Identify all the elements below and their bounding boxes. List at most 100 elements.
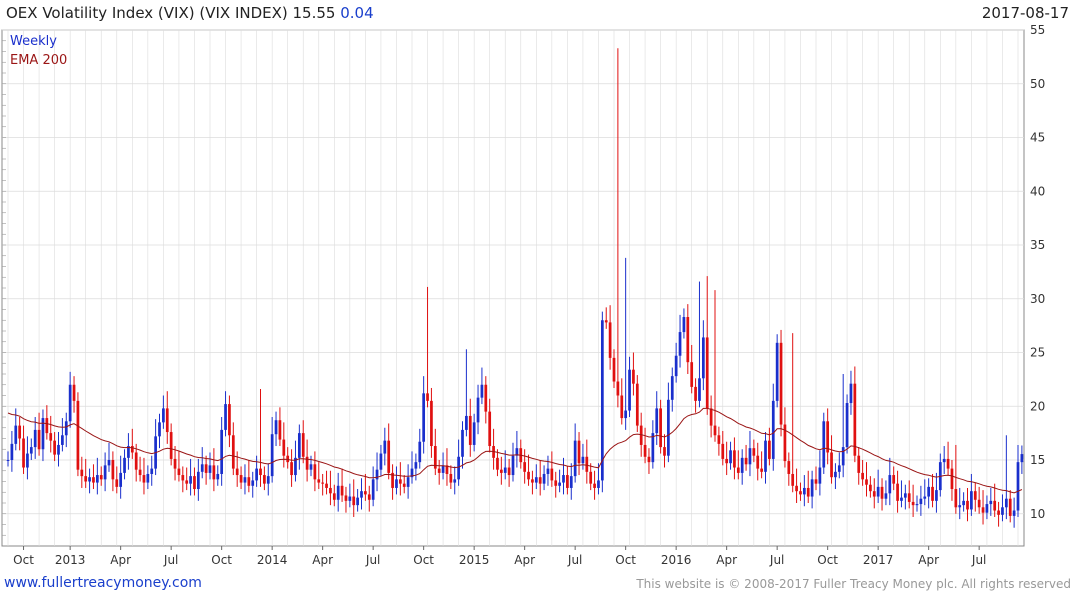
candle-body — [138, 469, 142, 476]
candle-body — [80, 469, 84, 477]
candle-body — [449, 473, 453, 483]
candle-body — [367, 494, 371, 500]
candle-body — [663, 447, 666, 456]
candle-body — [795, 485, 798, 492]
candle-body — [189, 476, 192, 484]
candle-body — [294, 457, 297, 476]
candle-body — [566, 475, 569, 488]
candle-body — [282, 439, 286, 456]
candle-body — [33, 429, 37, 448]
candle-body — [208, 465, 212, 473]
candle-body — [760, 468, 763, 472]
candle-body — [92, 477, 95, 483]
candle-body — [919, 498, 923, 505]
candle-body — [224, 404, 227, 430]
ema-200-line — [7, 407, 1023, 494]
candle-body — [830, 452, 833, 478]
candle-body — [496, 457, 499, 470]
candle-body — [744, 457, 748, 465]
candle-body — [896, 483, 899, 501]
candle-body — [445, 465, 449, 474]
candle-body — [220, 429, 224, 474]
candle-body — [966, 500, 969, 510]
candle-body — [26, 453, 29, 468]
candle-body — [942, 458, 946, 463]
candle-body — [659, 408, 662, 448]
candle-body — [834, 471, 837, 478]
candle-body — [212, 465, 216, 480]
x-tick-label: 2015 — [459, 553, 490, 567]
candle-body — [581, 456, 585, 464]
candle-body — [418, 441, 422, 463]
candle-body — [931, 486, 934, 501]
x-tick-label: Oct — [817, 553, 838, 567]
candle-body — [616, 381, 620, 396]
candle-body — [402, 483, 406, 487]
candle-body — [577, 440, 581, 464]
candle-body — [872, 491, 876, 497]
x-tick-label: Apr — [918, 553, 939, 567]
x-tick-label: Jul — [971, 553, 986, 567]
candle-body — [216, 473, 220, 480]
candle-body — [814, 479, 818, 484]
candle-body — [484, 384, 488, 412]
candle-body — [243, 477, 247, 483]
candle-body — [729, 450, 732, 464]
candle-body — [499, 469, 503, 473]
candle-body — [503, 467, 507, 473]
candle-body — [569, 476, 573, 488]
candle-body — [181, 475, 185, 481]
candle-body — [892, 475, 896, 484]
candle-body — [472, 422, 476, 445]
candle-body — [857, 455, 861, 473]
candle-body — [705, 337, 709, 409]
candle-body — [301, 433, 305, 457]
chart-title: OEX Volatility Index (VIX) (VIX INDEX) 1… — [6, 4, 374, 22]
candle-body — [853, 383, 857, 456]
y-tick-label: 50 — [1030, 77, 1045, 91]
candle-body — [468, 415, 472, 445]
candle-body — [10, 443, 14, 460]
y-tick-label: 30 — [1030, 292, 1045, 306]
legend-ema: EMA 200 — [10, 53, 67, 68]
candle-body — [193, 476, 196, 490]
candle-body — [426, 393, 429, 401]
candle-body — [690, 362, 694, 387]
candle-body — [72, 384, 76, 401]
candle-body — [457, 456, 460, 480]
candle-body — [861, 472, 864, 480]
candle-body — [562, 475, 565, 483]
candle-body — [111, 460, 115, 480]
candle-body — [927, 486, 931, 497]
candle-body — [962, 500, 965, 506]
candle-body — [356, 497, 359, 506]
candle-body — [37, 429, 41, 450]
candle-body — [907, 493, 911, 502]
candle-body — [573, 440, 577, 477]
candle-body — [635, 383, 639, 426]
candle-body — [771, 400, 775, 459]
x-tick-label: Jul — [769, 553, 784, 567]
candle-body — [787, 461, 791, 474]
site-link[interactable]: www.fullertreacymoney.com — [4, 575, 202, 591]
candle-body — [717, 435, 721, 444]
candle-body — [95, 475, 99, 483]
candle-body — [546, 468, 550, 474]
candle-body — [888, 475, 892, 494]
candle-body — [655, 408, 659, 434]
candle-body — [103, 465, 107, 480]
x-tick-label: Jul — [163, 553, 178, 567]
candle-body — [305, 456, 309, 470]
candle-body — [1016, 462, 1020, 511]
candle-body — [235, 468, 239, 476]
candle-body — [336, 485, 340, 500]
candle-body — [387, 440, 391, 473]
candle-body — [297, 433, 301, 458]
copyright-text: This website is © 2008-2017 Fuller Treac… — [636, 577, 1071, 591]
x-tick-label: 2014 — [257, 553, 288, 567]
candle-body — [488, 411, 492, 447]
candle-body — [628, 369, 631, 411]
candle-body — [142, 475, 146, 483]
candle-body — [76, 400, 80, 470]
candle-body — [239, 475, 243, 483]
